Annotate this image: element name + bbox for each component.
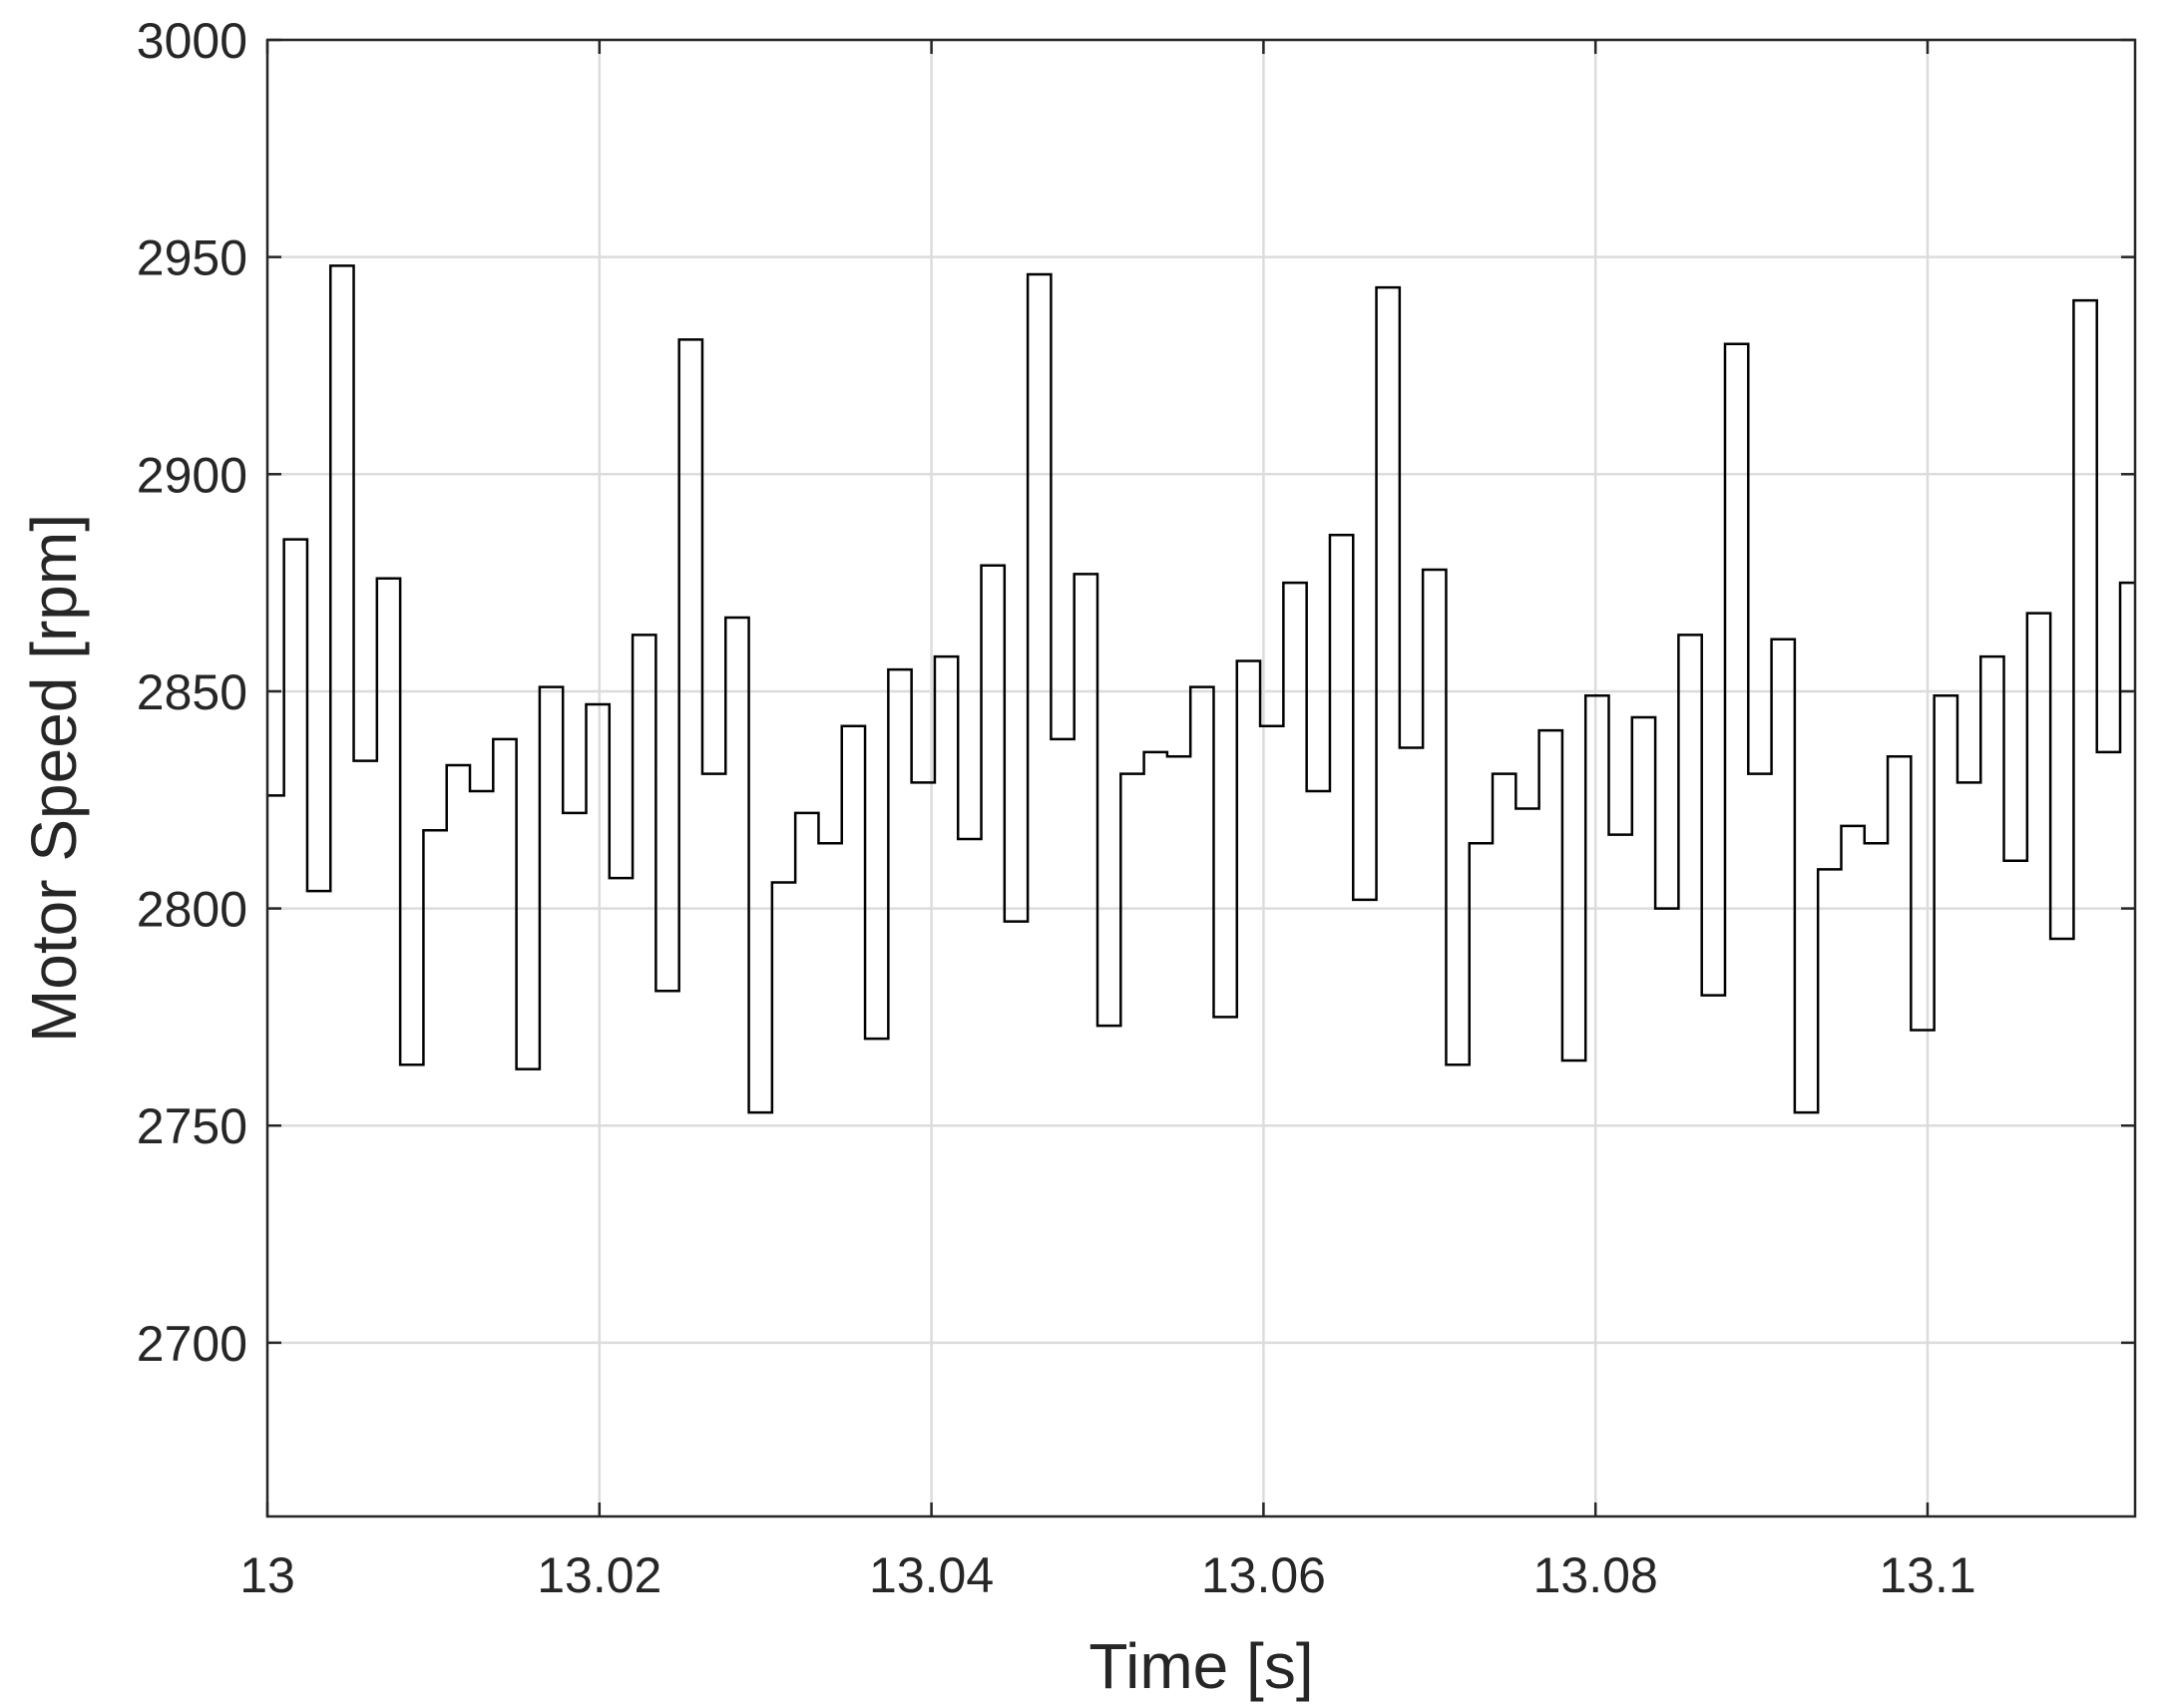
series-line-0 xyxy=(267,264,2135,1114)
y-tick-label: 2750 xyxy=(137,1098,247,1154)
x-tick-label: 13.02 xyxy=(537,1547,661,1603)
x-tick-label: 13.1 xyxy=(1879,1547,1975,1603)
x-tick-labels: 13 13.02 13.04 13.06 13.08 13.1 xyxy=(239,1547,1975,1603)
tick-marks xyxy=(265,38,2135,1516)
x-axis-label: Time [s] xyxy=(1088,1630,1313,1702)
y-tick-label: 2800 xyxy=(137,882,247,938)
series-layer xyxy=(267,264,2135,1114)
y-tick-label: 2700 xyxy=(137,1316,247,1372)
x-tick-label: 13.06 xyxy=(1201,1547,1326,1603)
x-tick-label: 13 xyxy=(239,1547,295,1603)
y-tick-label: 2900 xyxy=(137,447,247,503)
y-tick-label: 2850 xyxy=(137,664,247,720)
y-tick-label: 2950 xyxy=(137,230,247,286)
x-tick-label: 13.08 xyxy=(1533,1547,1658,1603)
x-tick-label: 13.04 xyxy=(869,1547,994,1603)
y-tick-labels: 2700 2750 2800 2850 2900 2950 3000 xyxy=(137,13,247,1372)
plot-area-frame xyxy=(265,38,2137,1518)
grid xyxy=(265,38,2135,1516)
y-tick-label: 3000 xyxy=(137,13,247,69)
y-axis-label: Motor Speed [rpm] xyxy=(18,514,90,1043)
